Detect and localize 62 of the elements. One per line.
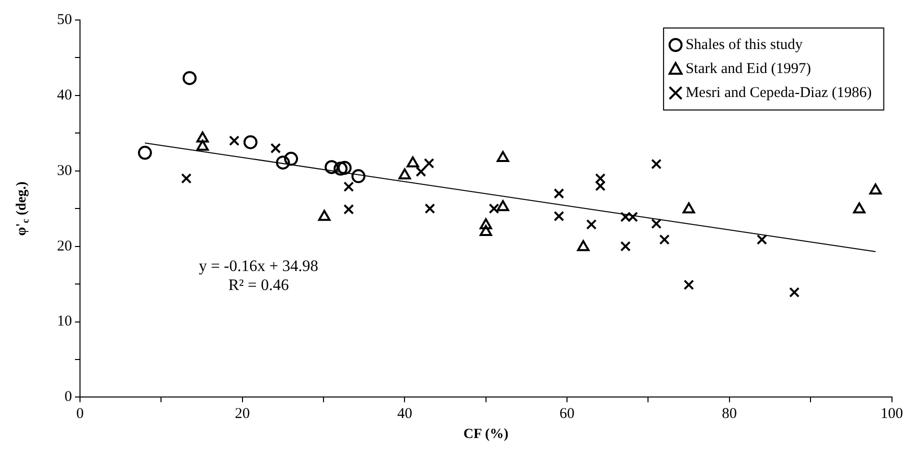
point xyxy=(276,156,290,170)
point xyxy=(869,183,882,194)
point xyxy=(416,166,426,177)
point xyxy=(651,218,662,229)
legend-label: Stark and Eid (1997) xyxy=(686,60,811,77)
legend-label: Mesri and Cepeda-Diaz (1986) xyxy=(686,84,872,101)
point xyxy=(789,287,800,298)
point xyxy=(343,204,354,215)
point xyxy=(138,146,152,160)
point xyxy=(351,169,366,184)
x-tick-label: 0 xyxy=(76,406,84,422)
x-tick-label: 60 xyxy=(560,406,575,422)
point xyxy=(284,152,298,166)
point xyxy=(480,218,492,230)
point xyxy=(480,224,492,236)
point xyxy=(424,203,436,214)
y-tick-label: 50 xyxy=(57,12,72,28)
point xyxy=(338,160,352,175)
point xyxy=(620,212,631,222)
point xyxy=(586,219,597,230)
point xyxy=(554,188,564,199)
point xyxy=(496,151,510,162)
point xyxy=(243,135,258,150)
x-tick-label: 20 xyxy=(234,406,250,422)
point xyxy=(651,158,662,170)
point xyxy=(628,212,638,222)
point xyxy=(406,156,420,168)
y-tick-label: 0 xyxy=(64,389,72,406)
point xyxy=(756,234,768,245)
annotation: y = -0.16x + 34.98 xyxy=(198,258,318,275)
point xyxy=(577,240,590,252)
point xyxy=(182,71,197,86)
point xyxy=(324,160,339,174)
point xyxy=(684,280,694,290)
point xyxy=(270,143,281,154)
x-tick-label: 40 xyxy=(397,406,412,422)
point xyxy=(488,203,500,214)
legend-label: Shales of this study xyxy=(686,36,804,53)
point xyxy=(334,162,348,176)
x-tick-label: 80 xyxy=(722,406,737,422)
point xyxy=(343,181,354,192)
y-axis-title: φ'c (deg.) xyxy=(14,181,32,236)
point xyxy=(318,210,331,221)
y-tick-label: 30 xyxy=(57,162,72,179)
point xyxy=(620,241,631,252)
y-tick-label: 40 xyxy=(57,87,72,104)
point xyxy=(398,168,411,180)
point xyxy=(196,140,209,151)
x-axis-title: CF (%) xyxy=(463,427,509,442)
y-tick-label: 20 xyxy=(57,238,72,254)
point xyxy=(853,202,866,214)
x-tick-label: 100 xyxy=(880,406,903,422)
point xyxy=(196,131,209,142)
point xyxy=(424,158,434,169)
point xyxy=(181,173,192,184)
point xyxy=(228,135,240,146)
y-tick-label: 10 xyxy=(57,314,72,330)
point xyxy=(496,200,510,212)
point xyxy=(659,234,670,245)
point xyxy=(682,202,696,214)
annotation: R² = 0.46 xyxy=(228,276,289,294)
point xyxy=(554,210,564,222)
